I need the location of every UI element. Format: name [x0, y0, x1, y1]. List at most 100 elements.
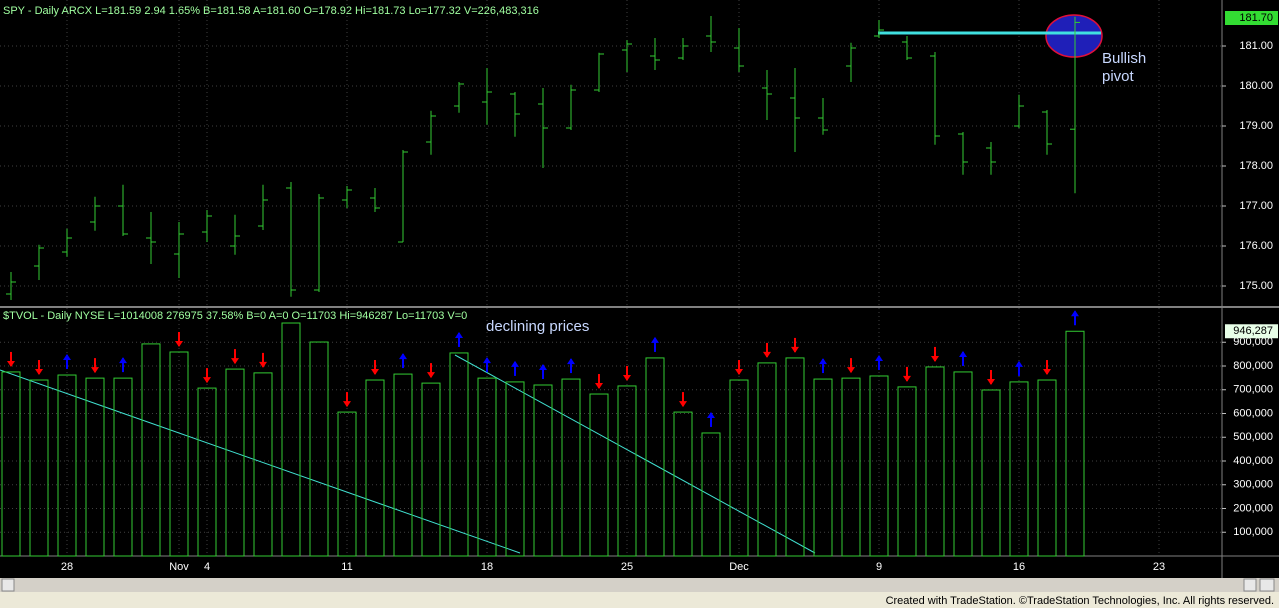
x-tick-label: 28: [61, 561, 73, 573]
signal-arrow-head: [875, 354, 883, 361]
y-tick-label: 100,000: [1233, 526, 1273, 538]
signal-arrow-head: [399, 353, 407, 360]
volume-bar: [1037, 379, 1057, 557]
signal-arrow-head: [595, 383, 603, 390]
background: [0, 0, 1279, 578]
trend-line: [454, 354, 816, 554]
y-tick-label: 179.00: [1239, 120, 1273, 132]
x-tick-label: Nov: [169, 561, 189, 573]
y-tick-label: 200,000: [1233, 502, 1273, 514]
volume-bar: [337, 411, 357, 557]
signal-arrow-head: [7, 360, 15, 367]
volume-bar: [477, 377, 497, 557]
volume-bar: [645, 357, 665, 557]
last-value-label: 181.70: [1239, 12, 1273, 24]
y-tick-label: 175.00: [1239, 280, 1273, 292]
signal-arrow-head: [987, 378, 995, 385]
volume-bar: [141, 343, 161, 557]
volume-bar: [1065, 330, 1085, 557]
volume-bar: [953, 371, 973, 557]
last-value-box: [1225, 324, 1278, 339]
signal-arrow-head: [175, 340, 183, 347]
signal-arrow-head: [455, 331, 463, 338]
volume-bar: [113, 377, 133, 557]
volume-bar: [449, 352, 469, 557]
annotation: Bullish: [1102, 50, 1146, 67]
scroll-left[interactable]: [1, 578, 15, 592]
y-tick-label: 180.00: [1239, 80, 1273, 92]
signal-arrow-head: [231, 358, 239, 365]
signal-arrow-head: [119, 357, 127, 364]
signal-arrow-head: [567, 358, 575, 365]
y-tick-label: 177.00: [1239, 200, 1273, 212]
volume-bar: [533, 384, 553, 557]
volume-bar: [589, 393, 609, 557]
x-tick-label: 9: [876, 561, 882, 573]
signal-arrow-head: [707, 411, 715, 418]
x-tick-label: 25: [621, 561, 633, 573]
y-tick-label: 178.00: [1239, 160, 1273, 172]
volume-bar: [897, 386, 917, 557]
volume-bar: [225, 368, 245, 557]
scroll-right[interactable]: [1243, 578, 1257, 592]
volume-bar: [253, 372, 273, 557]
volume-bar: [281, 322, 301, 557]
volume-bar: [813, 378, 833, 557]
signal-arrow-head: [1071, 310, 1079, 317]
volume-bar: [617, 385, 637, 557]
signal-arrow-head: [1043, 369, 1051, 376]
y-tick-label: 400,000: [1233, 455, 1273, 467]
signal-arrow-head: [539, 364, 547, 371]
x-tick-label: 23: [1153, 561, 1165, 573]
pivot-ellipse: [1045, 14, 1103, 58]
volume-bar: [505, 381, 525, 557]
y-tick-label: 900,000: [1233, 336, 1273, 348]
x-tick-label: 11: [341, 561, 352, 573]
volume-bar: [757, 362, 777, 557]
volume-header: $TVOL - Daily NYSE L=1014008 276975 37.5…: [3, 310, 467, 322]
y-tick-label: 181.00: [1239, 40, 1273, 52]
volume-bar: [197, 387, 217, 557]
volume-bar: [869, 375, 889, 557]
x-tick-label: 16: [1013, 561, 1025, 573]
volume-bar: [701, 432, 721, 557]
volume-bar: [57, 374, 77, 557]
y-tick-label: 500,000: [1233, 431, 1273, 443]
signal-arrow-head: [847, 367, 855, 374]
signal-arrow-head: [735, 369, 743, 376]
signal-arrow-head: [91, 367, 99, 374]
signal-arrow-head: [679, 401, 687, 408]
footer-bar: [0, 592, 1279, 608]
volume-bar: [841, 377, 861, 557]
volume-bar: [393, 373, 413, 557]
volume-bar: [85, 377, 105, 557]
footer: Created with TradeStation. ©TradeStation…: [886, 595, 1274, 607]
signal-arrow-head: [427, 372, 435, 379]
volume-bar: [925, 366, 945, 557]
scroll-end[interactable]: [1259, 578, 1275, 592]
signal-arrow-head: [791, 346, 799, 353]
volume-bar: [421, 382, 441, 557]
price-header: SPY - Daily ARCX L=181.59 2.94 1.65% B=1…: [3, 5, 539, 17]
y-tick-label: 700,000: [1233, 384, 1273, 396]
y-tick-label: 176.00: [1239, 240, 1273, 252]
volume-bar: [365, 379, 385, 557]
signal-arrow-head: [35, 369, 43, 376]
signal-arrow-head: [203, 377, 211, 384]
signal-arrow-head: [63, 354, 71, 361]
signal-arrow-head: [819, 358, 827, 365]
scrollbar[interactable]: [0, 578, 1279, 592]
annotation: declining prices: [486, 318, 589, 335]
signal-arrow-head: [371, 369, 379, 376]
signal-arrow-head: [343, 401, 351, 408]
signal-arrow-head: [1015, 360, 1023, 367]
annotation: pivot: [1102, 68, 1135, 85]
signal-arrow-head: [931, 355, 939, 362]
volume-bar: [729, 379, 749, 557]
y-tick-label: 300,000: [1233, 479, 1273, 491]
signal-arrow-head: [959, 350, 967, 357]
signal-arrow-head: [651, 336, 659, 343]
signal-arrow-head: [903, 375, 911, 382]
last-value-label: 946,287: [1233, 325, 1273, 337]
